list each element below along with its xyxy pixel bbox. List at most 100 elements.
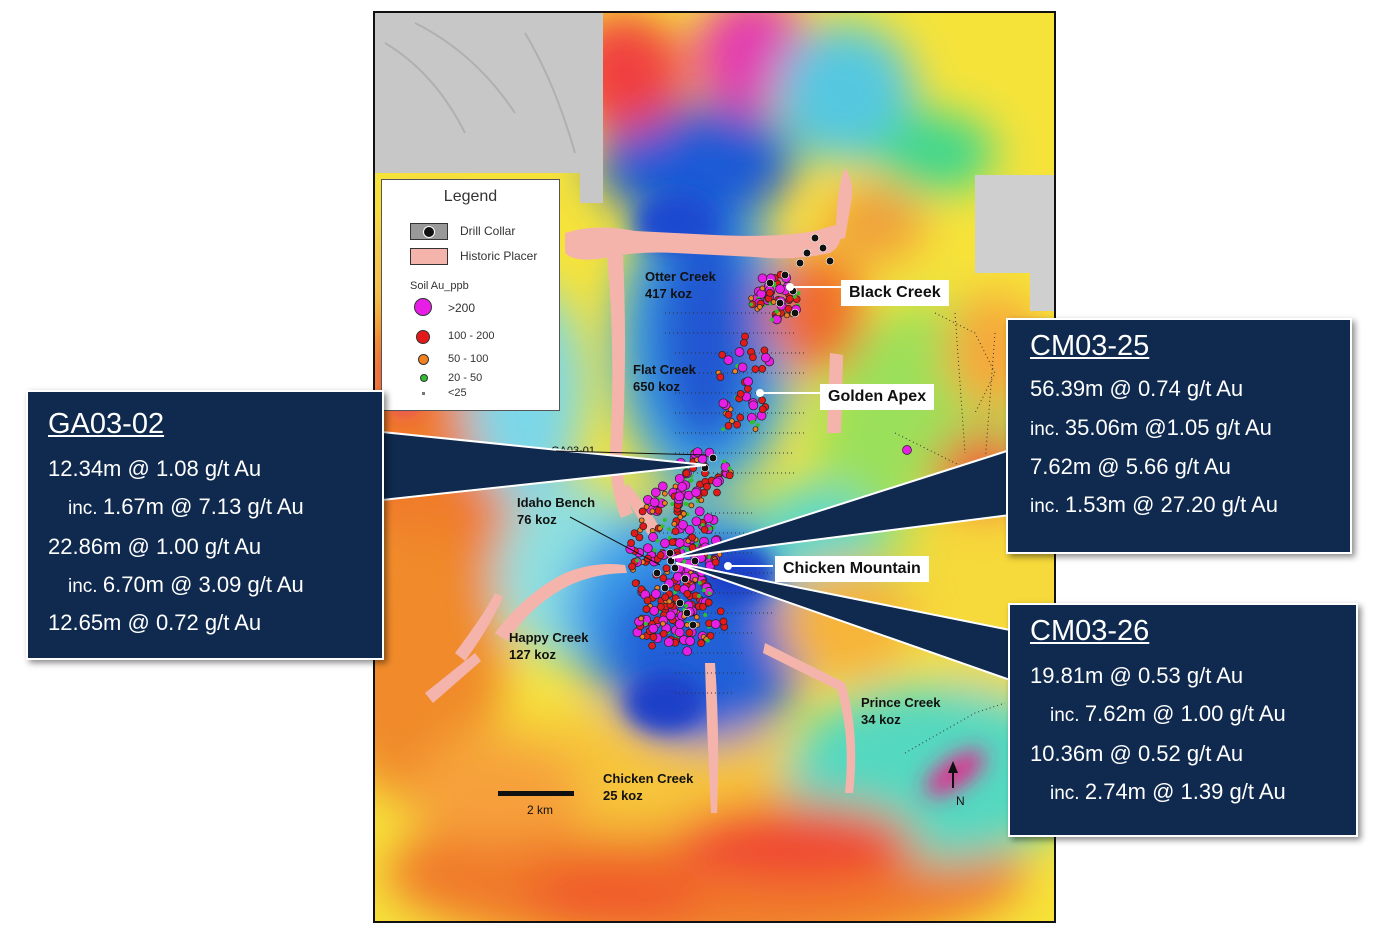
sample-point [711, 558, 720, 567]
sample-point [652, 568, 662, 578]
ga03-02-line-1: 12.34m @ 1.08 g/t Au [48, 456, 262, 481]
sample-point [675, 457, 686, 468]
legend-soil-class-5: <25 [448, 387, 467, 399]
sample-point [688, 543, 697, 552]
sample-point [630, 529, 639, 538]
sample-point [733, 420, 741, 429]
geophysics-map: Otter Creek 417 koz Flat Creek 650 koz Ida… [373, 11, 1056, 923]
sample-point [649, 508, 656, 515]
sample-point [661, 490, 668, 497]
legend-drill-collar: Drill Collar [460, 224, 516, 238]
sample-point [810, 233, 820, 243]
sample-point [650, 487, 661, 498]
sample-point [631, 579, 640, 588]
sample-point [722, 459, 727, 464]
sample-point [627, 539, 635, 547]
sample-point [684, 622, 690, 628]
sample-point [710, 535, 721, 546]
callout-cm03-26-title: CM03-26 [1030, 615, 1150, 647]
cm03-25-line-1: 56.39m @ 0.74 g/t Au [1030, 376, 1244, 401]
sample-point [648, 641, 656, 650]
sample-point [682, 608, 692, 618]
callout-ga03-02: GA03-02 12.34m @ 1.08 g/t Au inc. 1.67m … [26, 390, 384, 660]
sample-point [749, 302, 754, 307]
prince-creek-label: Prince Creek 34 koz [861, 695, 941, 727]
sample-point [674, 538, 685, 548]
soil-class-1-symbol [414, 298, 432, 316]
sample-point [902, 445, 912, 455]
sample-point [697, 580, 702, 585]
sample-point [711, 546, 716, 551]
sample-point [661, 593, 670, 602]
sample-point [818, 243, 828, 253]
sample-point [683, 589, 692, 598]
sample-point [716, 607, 725, 616]
sample-point [748, 400, 759, 411]
sample-point [654, 506, 663, 515]
legend-soil-class-3: 50 - 100 [448, 353, 489, 365]
ga03-02-line-5: 12.65m @ 0.72 g/t Au [48, 610, 262, 635]
sample-point [691, 487, 701, 498]
sample-point [688, 620, 698, 630]
sample-point [635, 558, 640, 563]
sample-point [760, 346, 769, 355]
sample-point [659, 574, 668, 582]
sample-point [796, 291, 801, 296]
sample-point [712, 477, 723, 488]
sample-point [682, 646, 693, 657]
sample-point [788, 286, 798, 296]
sample-point [756, 304, 763, 310]
sample-point [693, 614, 700, 620]
sample-point [692, 576, 699, 583]
sample-point [648, 623, 659, 634]
sample-point [784, 312, 790, 319]
sample-point [790, 308, 800, 318]
magnetics-raster [375, 13, 1054, 921]
soil-class-2-symbol [416, 330, 430, 344]
cm03-26-line-1: 19.81m @ 0.53 g/t Au [1030, 663, 1244, 688]
sample-point [707, 591, 712, 596]
sample-point [671, 527, 680, 536]
scale-label: 2 km [527, 803, 554, 817]
sample-point [643, 543, 653, 554]
sample-point [688, 533, 696, 542]
sample-point [770, 317, 775, 322]
sample-point [644, 554, 652, 563]
sample-point [657, 481, 668, 492]
sample-point [708, 526, 713, 531]
sample-point [690, 556, 700, 566]
callout-cm03-26: CM03-26 19.81m @ 0.53 g/t Au inc. 7.62m … [1008, 603, 1358, 837]
sample-point [736, 389, 745, 398]
sample-point [685, 628, 694, 637]
sample-point [661, 500, 668, 506]
sample-point [749, 420, 754, 425]
sample-point [638, 615, 644, 622]
cm03-26-line-3: 10.36m @ 0.52 g/t Au [1030, 741, 1244, 766]
black-creek-label: Black Creek [841, 280, 949, 306]
sample-point [660, 524, 665, 529]
sample-point [697, 639, 705, 647]
sample-point [643, 504, 650, 510]
idaho-bench-label: Idaho Bench 76 koz [517, 495, 596, 527]
sample-point [688, 502, 695, 509]
sample-point [770, 299, 777, 305]
sample-point [786, 294, 794, 303]
legend-soil-class-1: >200 [448, 301, 476, 315]
legend-soil-title: Soil Au_ppb [410, 280, 469, 292]
sample-point [710, 619, 721, 629]
sample-point [704, 598, 713, 607]
sample-point [656, 551, 665, 560]
ga03-02-line-2: inc. 1.67m @ 7.13 g/t Au [68, 494, 304, 519]
sample-point [765, 278, 775, 288]
sample-point [716, 373, 725, 381]
sample-point [643, 596, 652, 605]
map-legend: Legend Drill Collar Historic Placer Soil… [381, 179, 560, 411]
sample-point [670, 502, 675, 507]
cm03-25-line-4: inc. 1.53m @ 27.20 g/t Au [1030, 492, 1278, 517]
sample-point [696, 594, 701, 598]
sample-point [718, 398, 729, 409]
sample-point [685, 636, 695, 646]
callout-cm03-25: CM03-25 56.39m @ 0.74 g/t Au inc. 35.06m… [1006, 318, 1352, 554]
golden-apex-label: Golden Apex [820, 384, 935, 410]
sample-point [694, 506, 705, 517]
